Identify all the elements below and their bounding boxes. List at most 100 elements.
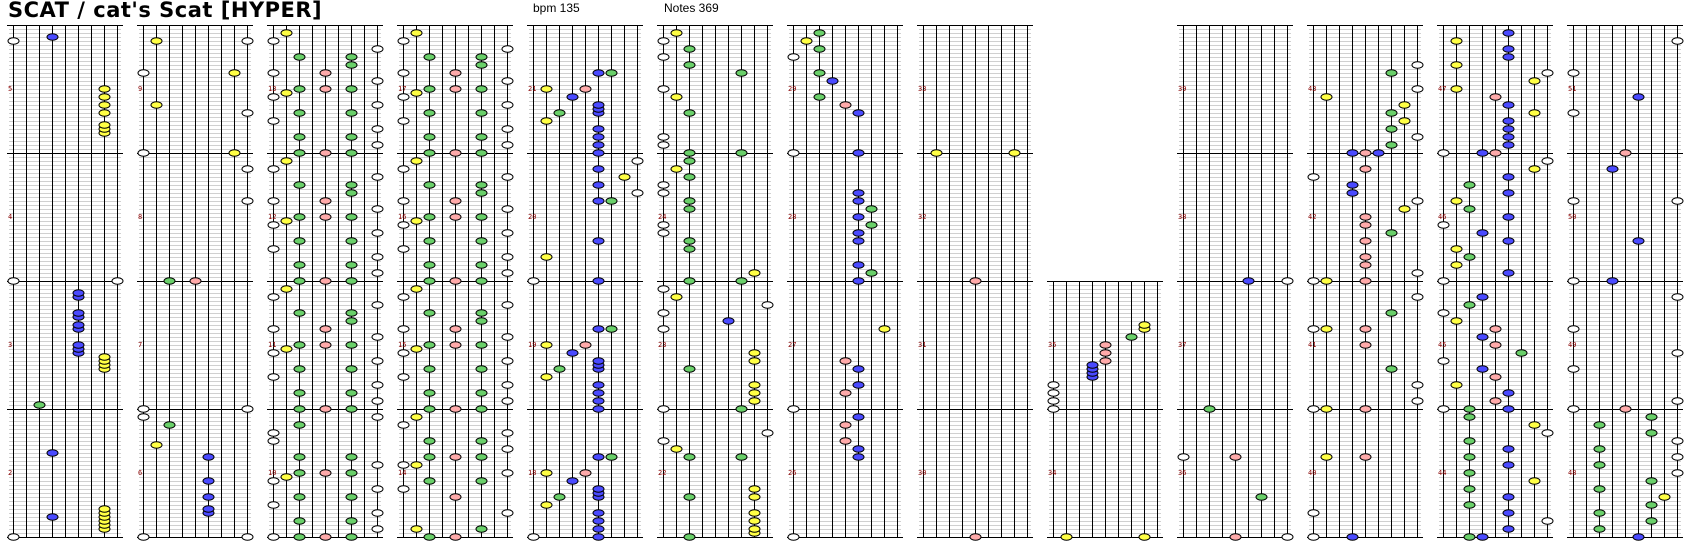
note <box>267 429 280 437</box>
note <box>852 381 865 389</box>
note <box>1307 277 1320 285</box>
note <box>98 505 111 513</box>
note <box>540 253 553 261</box>
note <box>1307 325 1320 333</box>
note <box>1411 269 1424 277</box>
note <box>852 365 865 373</box>
note <box>683 493 696 501</box>
note <box>267 293 280 301</box>
note <box>137 69 150 77</box>
note <box>1346 149 1359 157</box>
note <box>1476 149 1489 157</box>
note <box>1632 237 1645 245</box>
note <box>423 149 436 157</box>
note <box>1502 405 1515 413</box>
note <box>1450 261 1463 269</box>
note <box>267 437 280 445</box>
note <box>670 93 683 101</box>
note <box>1658 493 1671 501</box>
note <box>1463 413 1476 421</box>
note <box>1437 309 1450 317</box>
note <box>1567 365 1580 373</box>
note <box>826 77 839 85</box>
note <box>397 93 410 101</box>
note <box>1645 517 1658 525</box>
note <box>293 181 306 189</box>
note <box>449 533 462 541</box>
note <box>46 33 59 41</box>
note <box>1502 509 1515 517</box>
note <box>748 381 761 389</box>
measure-number: 29 <box>788 85 796 93</box>
note <box>475 149 488 157</box>
note <box>1645 501 1658 509</box>
note <box>683 365 696 373</box>
note <box>1437 357 1450 365</box>
note <box>592 125 605 133</box>
note <box>228 69 241 77</box>
note <box>1437 221 1450 229</box>
note <box>1502 445 1515 453</box>
note <box>293 213 306 221</box>
note <box>657 285 670 293</box>
measure-number: 45 <box>1438 341 1446 349</box>
note <box>397 421 410 429</box>
note <box>1671 397 1684 405</box>
note <box>1411 197 1424 205</box>
measure-number: 4 <box>8 213 12 221</box>
note <box>813 69 826 77</box>
note <box>1229 453 1242 461</box>
note <box>592 453 605 461</box>
note <box>592 509 605 517</box>
note <box>1632 93 1645 101</box>
note <box>371 77 384 85</box>
note <box>423 213 436 221</box>
note <box>241 405 254 413</box>
note <box>748 525 761 533</box>
note <box>1385 309 1398 317</box>
note <box>1450 245 1463 253</box>
note <box>423 53 436 61</box>
note <box>241 37 254 45</box>
note <box>878 325 891 333</box>
note <box>449 213 462 221</box>
measure-number: 14 <box>398 469 406 477</box>
note <box>1359 237 1372 245</box>
note <box>540 341 553 349</box>
note <box>592 197 605 205</box>
note <box>1463 253 1476 261</box>
note <box>241 197 254 205</box>
note <box>1320 405 1333 413</box>
note <box>566 93 579 101</box>
note <box>852 189 865 197</box>
note <box>748 493 761 501</box>
note <box>501 429 514 437</box>
note <box>1671 349 1684 357</box>
note <box>748 269 761 277</box>
note <box>1450 61 1463 69</box>
note <box>319 341 332 349</box>
note <box>761 301 774 309</box>
note <box>592 181 605 189</box>
measure-number: 44 <box>1438 469 1446 477</box>
measure-number: 9 <box>138 85 142 93</box>
note <box>267 533 280 541</box>
note <box>1502 189 1515 197</box>
note <box>748 509 761 517</box>
note <box>1671 197 1684 205</box>
note <box>475 109 488 117</box>
note <box>293 365 306 373</box>
note <box>475 309 488 317</box>
note <box>592 237 605 245</box>
note <box>137 413 150 421</box>
note <box>865 205 878 213</box>
note <box>1125 333 1138 341</box>
note <box>371 333 384 341</box>
measure-number: 12 <box>268 213 276 221</box>
note <box>527 533 540 541</box>
measure-number: 40 <box>1308 469 1316 477</box>
note <box>1502 173 1515 181</box>
note <box>735 149 748 157</box>
note <box>1671 37 1684 45</box>
note <box>423 109 436 117</box>
